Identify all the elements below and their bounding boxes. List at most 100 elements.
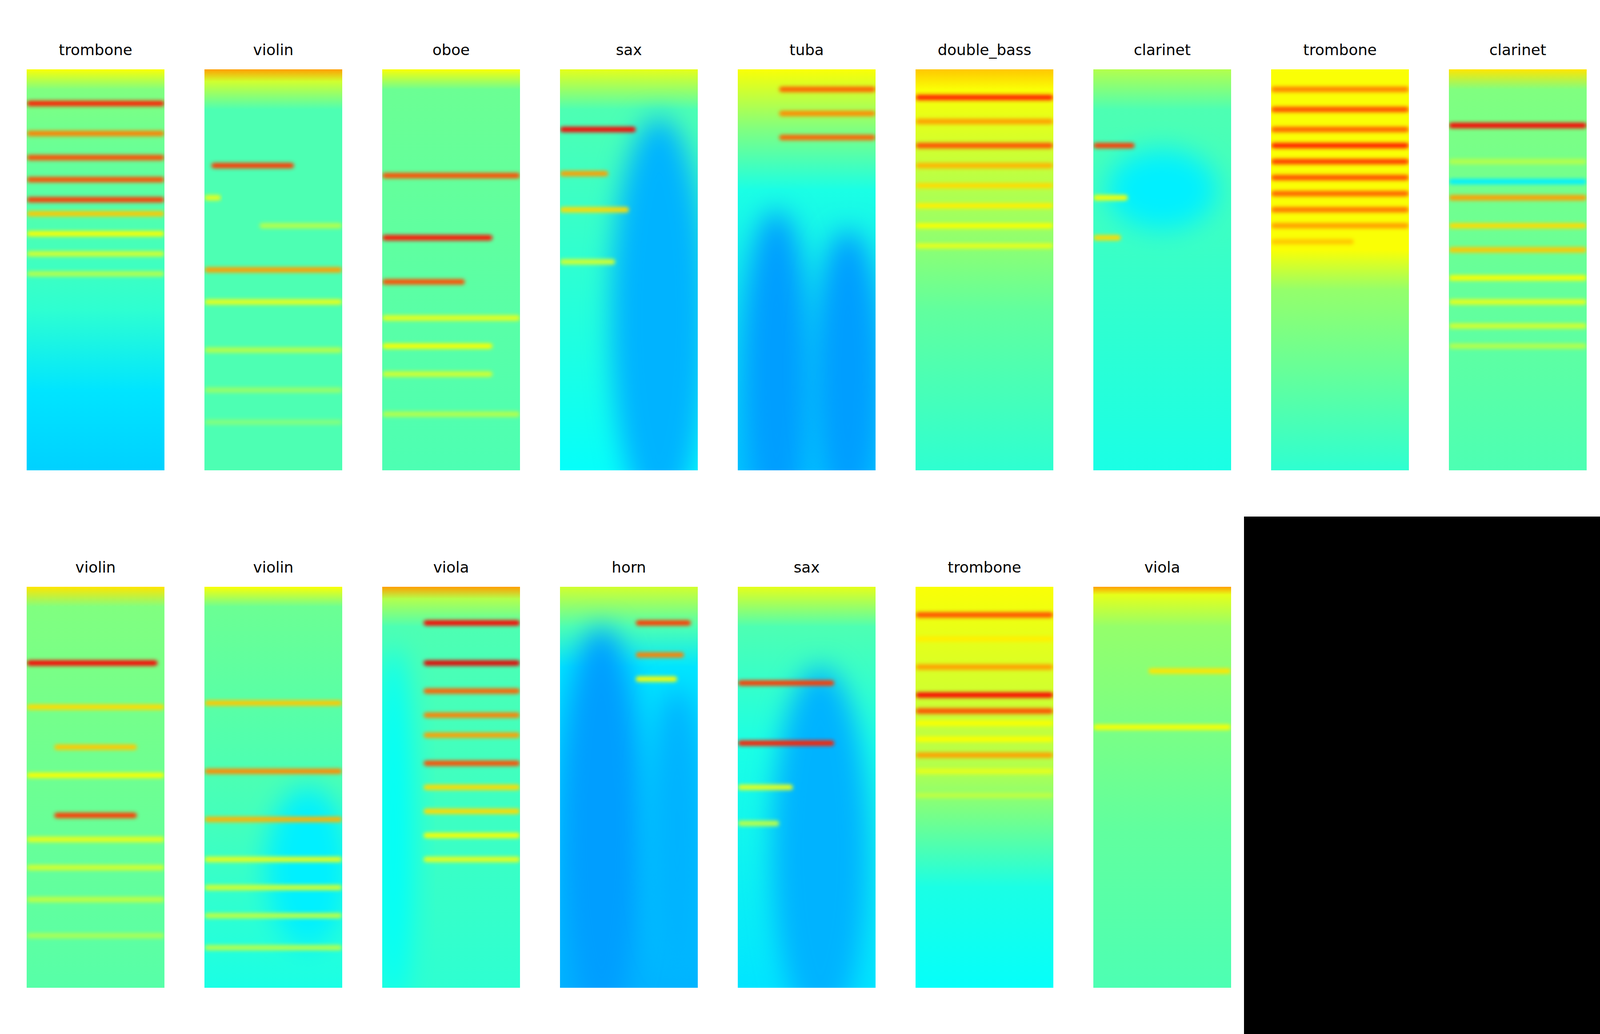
harmonic-band bbox=[26, 864, 165, 870]
harmonic-band bbox=[204, 856, 343, 862]
harmonic-band bbox=[423, 832, 520, 838]
background-profile bbox=[1271, 69, 1409, 471]
harmonic-band bbox=[382, 411, 520, 417]
harmonic-band bbox=[1271, 106, 1409, 112]
harmonic-band bbox=[26, 196, 165, 203]
harmonic-band bbox=[915, 768, 1054, 774]
spectrogram-panel: clarinet bbox=[1093, 40, 1232, 471]
harmonic-band bbox=[915, 752, 1054, 758]
panel-plot bbox=[1448, 69, 1587, 471]
harmonic-band bbox=[204, 387, 343, 393]
low-energy-region bbox=[1107, 149, 1218, 230]
panel-plot bbox=[737, 586, 876, 988]
empty-panel bbox=[1244, 516, 1600, 1034]
harmonic-band bbox=[26, 271, 165, 277]
harmonic-band bbox=[26, 772, 165, 778]
panel-title: tuba bbox=[789, 40, 824, 59]
background-profile bbox=[915, 69, 1054, 471]
harmonic-band bbox=[423, 712, 520, 718]
harmonic-band bbox=[737, 740, 835, 746]
background-profile bbox=[1448, 69, 1587, 471]
harmonic-band bbox=[915, 664, 1054, 670]
harmonic-band bbox=[779, 86, 876, 92]
harmonic-band bbox=[915, 94, 1054, 100]
harmonic-band bbox=[26, 100, 165, 107]
harmonic-band bbox=[1271, 142, 1409, 148]
panel-plot bbox=[915, 586, 1054, 988]
panel-title: trombone bbox=[58, 40, 132, 59]
harmonic-band bbox=[204, 944, 343, 951]
harmonic-band bbox=[211, 162, 295, 168]
panel-plot bbox=[1093, 586, 1232, 988]
low-energy-region bbox=[649, 687, 699, 968]
harmonic-band bbox=[737, 680, 835, 686]
harmonic-band bbox=[204, 768, 343, 774]
harmonic-band bbox=[26, 154, 165, 160]
spectrogram-panel: violin bbox=[204, 40, 343, 471]
harmonic-band bbox=[382, 315, 520, 321]
harmonic-band bbox=[737, 820, 780, 826]
harmonic-band bbox=[1448, 275, 1587, 281]
panel-plot bbox=[26, 586, 165, 988]
harmonic-band bbox=[915, 118, 1054, 124]
harmonic-band bbox=[1448, 299, 1587, 305]
panel-plot bbox=[26, 69, 165, 471]
harmonic-band bbox=[915, 243, 1054, 249]
panel-title: trombone bbox=[1303, 40, 1377, 59]
panel-plot bbox=[737, 69, 876, 471]
panel-plot bbox=[915, 69, 1054, 471]
panel-title: violin bbox=[253, 558, 294, 576]
spectrogram-panel: tuba bbox=[737, 40, 883, 531]
panel-plot bbox=[560, 586, 698, 988]
spectrogram-panel: oboe bbox=[382, 40, 520, 471]
harmonic-band bbox=[915, 736, 1054, 742]
harmonic-band bbox=[423, 808, 520, 814]
background-profile bbox=[915, 586, 1054, 988]
harmonic-band bbox=[915, 792, 1054, 798]
harmonic-band bbox=[915, 612, 1054, 618]
background-profile bbox=[382, 69, 520, 471]
harmonic-band bbox=[1148, 668, 1232, 674]
low-energy-region bbox=[266, 787, 343, 948]
harmonic-band bbox=[423, 784, 520, 790]
panel-title: double_bass bbox=[937, 40, 1032, 59]
harmonic-band bbox=[1093, 235, 1121, 241]
figure: trombone violin oboe sax tuba double_bass clar… bbox=[0, 0, 1600, 1034]
harmonic-band bbox=[1093, 724, 1232, 730]
low-energy-region bbox=[813, 229, 876, 471]
harmonic-band bbox=[779, 134, 876, 140]
harmonic-band bbox=[204, 347, 343, 353]
harmonic-band bbox=[54, 812, 137, 818]
harmonic-band bbox=[26, 251, 165, 257]
harmonic-band bbox=[915, 183, 1054, 189]
harmonic-band bbox=[779, 110, 876, 116]
spectrogram-panel: viola bbox=[372, 558, 520, 1008]
panel-title: violin bbox=[75, 558, 116, 576]
panel-title: oboe bbox=[432, 40, 470, 59]
harmonic-band bbox=[915, 692, 1054, 698]
harmonic-band bbox=[423, 760, 520, 766]
panel-title: viola bbox=[433, 558, 470, 576]
harmonic-band bbox=[382, 235, 493, 241]
panel-title: clarinet bbox=[1489, 40, 1547, 59]
spectrogram-panel: trombone bbox=[915, 558, 1054, 988]
harmonic-band bbox=[915, 142, 1054, 148]
harmonic-band bbox=[1271, 207, 1409, 213]
harmonic-band bbox=[1271, 158, 1409, 164]
spectrogram-panel: sax bbox=[560, 40, 708, 519]
harmonic-band bbox=[26, 130, 165, 136]
background-profile bbox=[26, 586, 165, 988]
panel-title: sax bbox=[616, 40, 643, 59]
harmonic-band bbox=[1271, 191, 1409, 197]
panel-plot bbox=[382, 586, 520, 988]
spectrogram-panel: double_bass bbox=[915, 40, 1054, 471]
harmonic-band bbox=[204, 912, 343, 919]
harmonic-band bbox=[1448, 323, 1587, 329]
harmonic-band bbox=[915, 636, 1054, 642]
harmonic-band bbox=[26, 211, 165, 217]
background-profile bbox=[1093, 586, 1232, 988]
harmonic-band bbox=[1448, 223, 1587, 229]
low-energy-region bbox=[382, 646, 414, 988]
harmonic-band bbox=[1271, 239, 1354, 245]
harmonic-band bbox=[1271, 126, 1409, 132]
